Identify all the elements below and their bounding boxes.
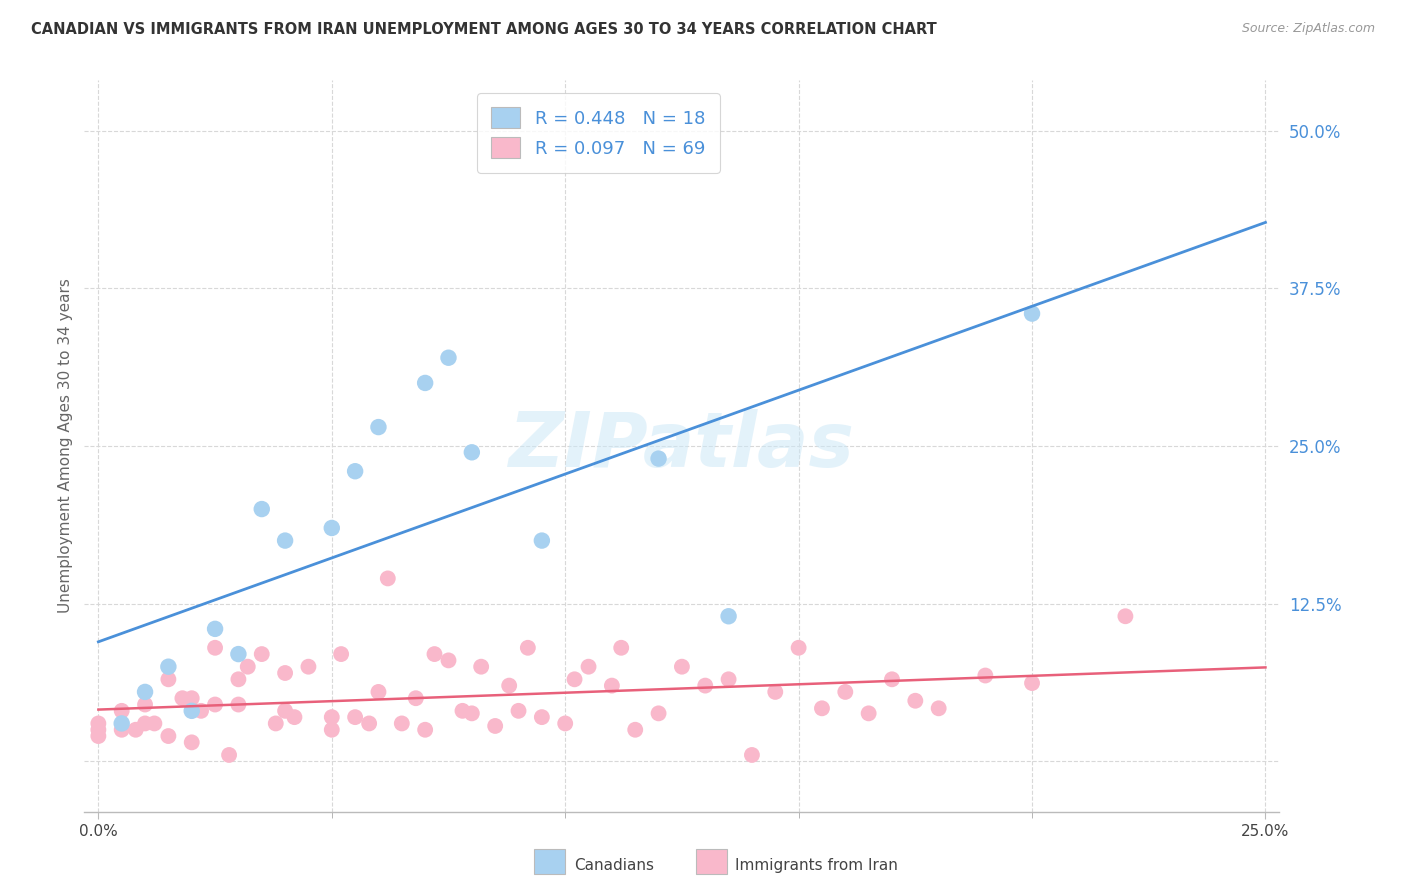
Point xyxy=(344,710,367,724)
Point xyxy=(218,747,240,762)
Point xyxy=(423,647,446,661)
Point xyxy=(904,694,927,708)
Point xyxy=(172,691,194,706)
Point xyxy=(1021,307,1043,321)
Point xyxy=(437,351,460,365)
Point xyxy=(204,640,226,655)
Point xyxy=(600,679,623,693)
Point xyxy=(250,502,273,516)
Text: Canadians: Canadians xyxy=(574,858,654,872)
Point xyxy=(321,521,343,535)
Legend: R = 0.448   N = 18, R = 0.097   N = 69: R = 0.448 N = 18, R = 0.097 N = 69 xyxy=(477,93,720,172)
Point xyxy=(134,698,156,712)
Point xyxy=(377,571,399,585)
Point xyxy=(610,640,633,655)
Point xyxy=(671,659,693,673)
Point xyxy=(204,622,226,636)
Point xyxy=(134,685,156,699)
Point xyxy=(180,704,202,718)
Point xyxy=(413,376,436,390)
Point xyxy=(321,723,343,737)
Text: Source: ZipAtlas.com: Source: ZipAtlas.com xyxy=(1241,22,1375,36)
Point xyxy=(1021,676,1043,690)
Point xyxy=(974,668,997,682)
Point xyxy=(834,685,856,699)
Point xyxy=(461,706,484,721)
Point xyxy=(564,673,586,687)
Point xyxy=(787,640,810,655)
Point xyxy=(695,679,717,693)
Point xyxy=(125,723,148,737)
Point xyxy=(530,710,553,724)
Point xyxy=(87,723,110,737)
Point xyxy=(367,685,389,699)
Point xyxy=(1114,609,1136,624)
Point xyxy=(204,698,226,712)
Point xyxy=(405,691,427,706)
Point xyxy=(763,685,786,699)
Point xyxy=(274,665,297,680)
Point xyxy=(321,710,343,724)
Point xyxy=(498,679,520,693)
Point xyxy=(87,716,110,731)
Point xyxy=(283,710,305,724)
Point xyxy=(236,659,259,673)
Point xyxy=(413,723,436,737)
Point xyxy=(157,673,180,687)
Point xyxy=(359,716,381,731)
Point xyxy=(578,659,600,673)
Point xyxy=(180,735,202,749)
Point xyxy=(647,706,669,721)
Point xyxy=(143,716,166,731)
Point xyxy=(344,464,367,478)
Text: CANADIAN VS IMMIGRANTS FROM IRAN UNEMPLOYMENT AMONG AGES 30 TO 34 YEARS CORRELAT: CANADIAN VS IMMIGRANTS FROM IRAN UNEMPLO… xyxy=(31,22,936,37)
Point xyxy=(297,659,319,673)
Point xyxy=(274,533,297,548)
Point xyxy=(437,653,460,667)
Point xyxy=(250,647,273,661)
Point xyxy=(470,659,492,673)
Point xyxy=(647,451,669,466)
Point xyxy=(717,673,740,687)
Point xyxy=(484,719,506,733)
Point xyxy=(367,420,389,434)
Point xyxy=(624,723,647,737)
Point xyxy=(461,445,484,459)
Point xyxy=(157,729,180,743)
Text: Immigrants from Iran: Immigrants from Iran xyxy=(735,858,898,872)
Point xyxy=(451,704,474,718)
Point xyxy=(228,647,250,661)
Point xyxy=(508,704,530,718)
Point xyxy=(741,747,763,762)
Point xyxy=(928,701,950,715)
Point xyxy=(111,716,134,731)
Point xyxy=(274,704,297,718)
Point xyxy=(190,704,212,718)
Point xyxy=(516,640,538,655)
Point xyxy=(264,716,287,731)
Point xyxy=(330,647,353,661)
Point xyxy=(180,691,202,706)
Point xyxy=(554,716,576,731)
Point xyxy=(111,723,134,737)
Point xyxy=(134,716,156,731)
Point xyxy=(717,609,740,624)
Point xyxy=(811,701,834,715)
Point xyxy=(530,533,553,548)
Point xyxy=(858,706,880,721)
Point xyxy=(87,729,110,743)
Point xyxy=(157,659,180,673)
Point xyxy=(880,673,903,687)
Y-axis label: Unemployment Among Ages 30 to 34 years: Unemployment Among Ages 30 to 34 years xyxy=(58,278,73,614)
Text: ZIPatlas: ZIPatlas xyxy=(509,409,855,483)
Point xyxy=(228,698,250,712)
Point xyxy=(228,673,250,687)
Point xyxy=(391,716,413,731)
Point xyxy=(111,704,134,718)
